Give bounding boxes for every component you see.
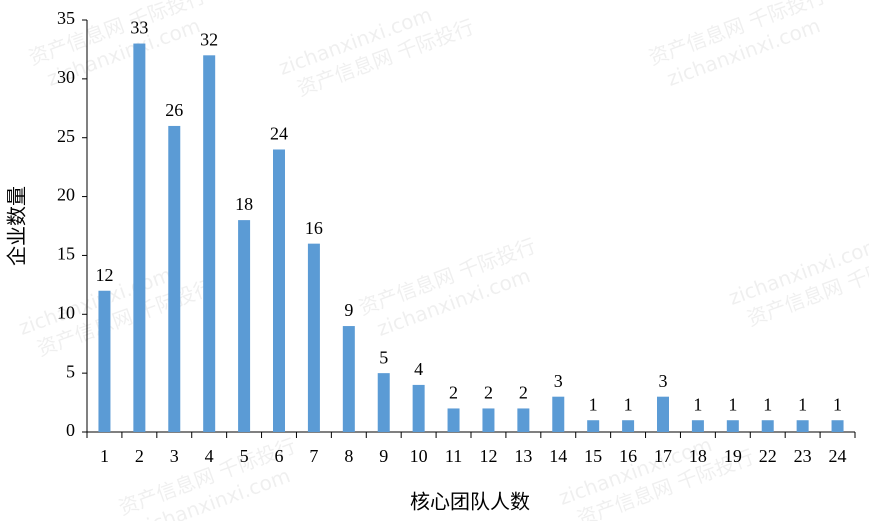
bar (203, 55, 216, 433)
bar (342, 326, 355, 432)
value-label: 3 (554, 371, 563, 391)
x-tick-label: 10 (410, 446, 428, 466)
bar (517, 408, 530, 432)
x-axis-label: 核心团队人数 (410, 490, 530, 514)
bar (273, 149, 285, 432)
value-label: 2 (519, 383, 528, 403)
y-tick-label: 30 (57, 67, 75, 87)
y-tick-label: 5 (66, 361, 75, 381)
value-label: 12 (95, 265, 113, 285)
value-label: 16 (305, 218, 323, 238)
bar (412, 384, 425, 432)
x-tick-label: 7 (309, 446, 318, 466)
value-label: 33 (130, 18, 148, 38)
y-tick-label: 35 (57, 8, 75, 28)
bar (622, 420, 635, 432)
value-label: 2 (449, 383, 458, 403)
value-label: 3 (659, 371, 668, 391)
x-tick-label: 8 (344, 446, 353, 466)
bar (307, 243, 320, 432)
value-label: 4 (414, 359, 423, 379)
y-tick-label: 10 (57, 302, 75, 322)
x-tick-label: 2 (135, 446, 144, 466)
bar (726, 420, 739, 432)
x-tick-label: 22 (759, 446, 777, 466)
value-label: 9 (344, 300, 353, 320)
x-tick-label: 16 (619, 446, 637, 466)
bar (796, 420, 809, 432)
bar (587, 420, 600, 432)
value-label: 1 (624, 394, 633, 414)
x-tick-label: 6 (275, 446, 284, 466)
x-tick-label: 17 (654, 446, 672, 466)
x-tick-label: 9 (379, 446, 388, 466)
bar (377, 373, 390, 432)
x-tick-label: 14 (549, 446, 567, 466)
x-tick-label: 3 (170, 446, 179, 466)
value-label: 1 (589, 394, 598, 414)
y-tick-label: 0 (66, 420, 75, 440)
x-tick-label: 4 (205, 446, 214, 466)
bar (482, 408, 495, 432)
value-label: 1 (693, 394, 702, 414)
x-tick-label: 23 (794, 446, 812, 466)
bar (98, 290, 111, 432)
x-tick-label: 1 (100, 446, 109, 466)
x-tick-label: 5 (240, 446, 249, 466)
y-tick-label: 15 (57, 244, 75, 264)
y-axis-label: 企业数量 (5, 186, 29, 266)
value-label: 5 (379, 347, 388, 367)
bar (552, 396, 565, 432)
y-tick-label: 20 (57, 185, 75, 205)
x-tick-label: 15 (584, 446, 602, 466)
x-tick-label: 24 (829, 446, 847, 466)
bar (761, 420, 774, 432)
value-label: 1 (798, 394, 807, 414)
bar (238, 220, 251, 432)
value-label: 24 (270, 124, 288, 144)
y-tick-label: 25 (57, 126, 75, 146)
value-label: 1 (763, 394, 772, 414)
value-label: 26 (165, 100, 183, 120)
bar (691, 420, 704, 432)
bar (831, 420, 844, 432)
x-tick-label: 18 (689, 446, 707, 466)
x-tick-label: 13 (514, 446, 532, 466)
value-label: 18 (235, 194, 253, 214)
x-tick-label: 12 (479, 446, 497, 466)
x-tick-label: 11 (445, 446, 462, 466)
bar (657, 396, 669, 432)
bar (133, 43, 146, 433)
bar (168, 125, 181, 432)
value-label: 32 (200, 29, 218, 49)
x-tick-label: 19 (724, 446, 742, 466)
bar (447, 408, 460, 432)
value-label: 2 (484, 383, 493, 403)
value-label: 1 (728, 394, 737, 414)
value-label: 1 (833, 394, 842, 414)
